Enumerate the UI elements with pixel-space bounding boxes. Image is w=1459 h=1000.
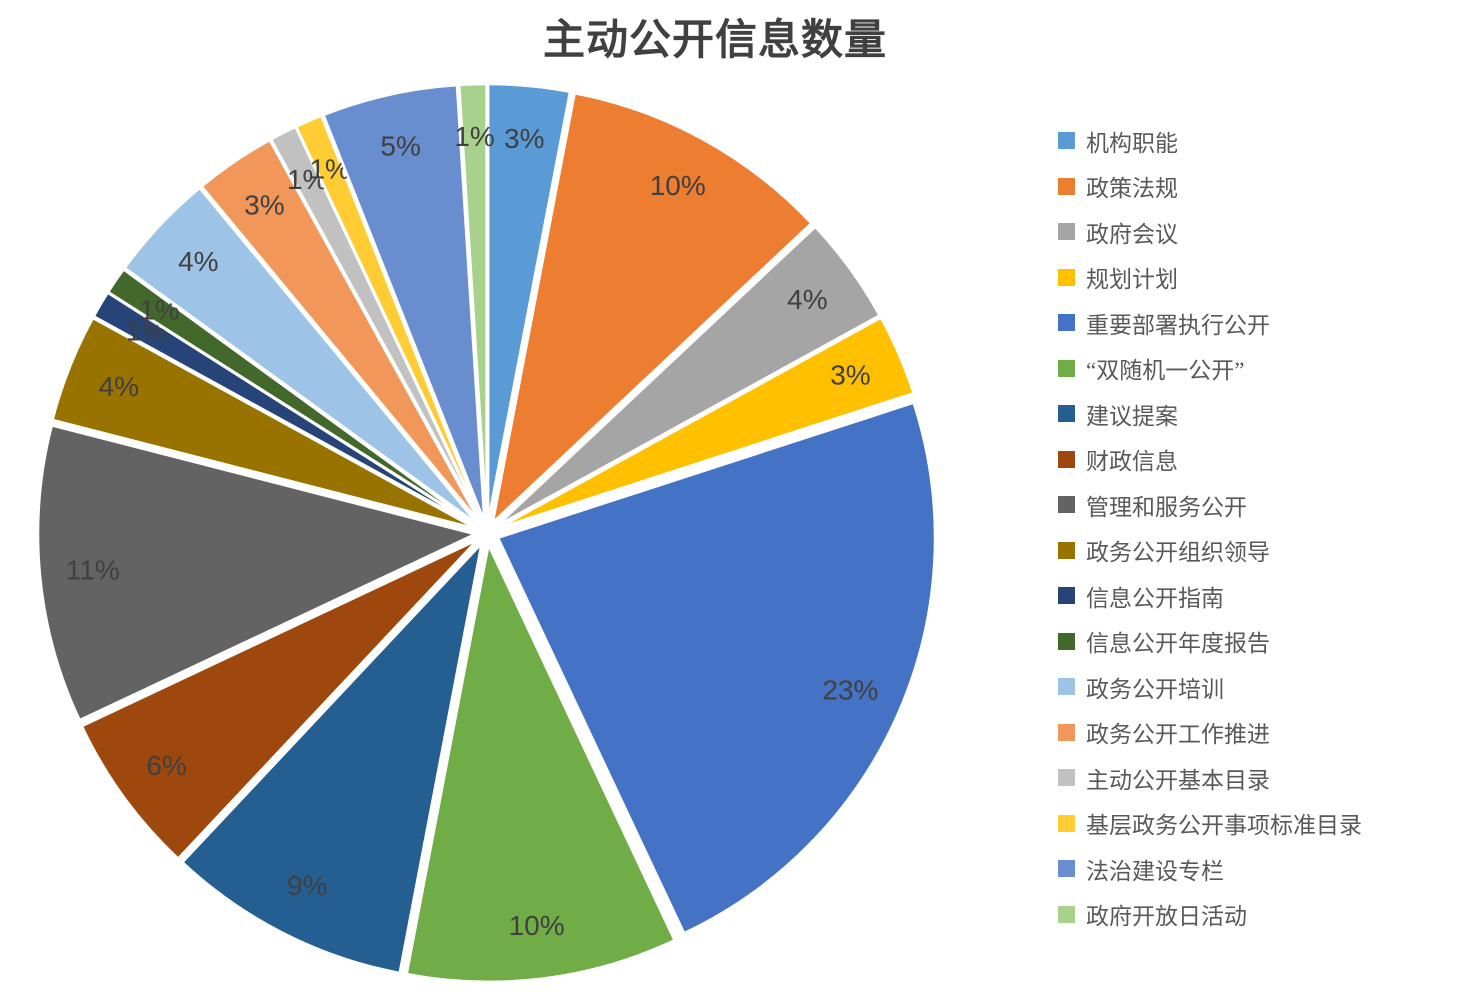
pie-slice <box>496 401 937 935</box>
legend-item: 政务公开培训 <box>1058 664 1362 710</box>
legend-label: 政务公开组织领导 <box>1086 540 1270 566</box>
legend-swatch <box>1058 314 1075 332</box>
legend-item: 建议提案 <box>1058 391 1362 437</box>
slice-value-label: 4% <box>787 284 827 315</box>
pie-slice <box>322 83 486 523</box>
legend-label: 法治建设专栏 <box>1086 858 1224 884</box>
pie-chart: 3%10%4%3%23%10%9%6%11%4%1%1%4%3%1%1%5% 1% <box>36 82 937 984</box>
legend-item: 信息公开指南 <box>1058 573 1362 619</box>
slice-value-label: 10% <box>509 910 565 941</box>
legend-item: 政务公开工作推进 <box>1058 710 1362 756</box>
legend-item: 政府开放日活动 <box>1058 892 1362 938</box>
legend-swatch <box>1058 359 1075 377</box>
slice-value-label: 4% <box>178 246 218 277</box>
legend-label: 政府会议 <box>1086 221 1178 247</box>
slice-value-label: 5% <box>380 131 420 162</box>
slice-value-label: 11% <box>66 554 120 585</box>
legend-item: 管理和服务公开 <box>1058 482 1362 528</box>
pie-slice <box>36 424 477 722</box>
legend-item: 主动公开基本目录 <box>1058 755 1362 801</box>
pie-slice <box>294 114 484 524</box>
slice-value-label: 23% <box>822 674 878 705</box>
legend-swatch <box>1058 769 1075 787</box>
legend: 机构职能政策法规政府会议规划计划重要部署执行公开 “双随机一公开” 建议提案财政信息… <box>1058 118 1362 937</box>
legend-label: 财政信息 <box>1086 449 1178 475</box>
legend-swatch <box>1058 496 1075 514</box>
legend-item: 信息公开年度报告 <box>1058 619 1362 665</box>
slice-value-label: 4% <box>99 371 139 402</box>
legend-item: “双随机一公开” <box>1058 346 1362 392</box>
slice-value-label: 9% <box>287 870 327 901</box>
pie-slice <box>123 186 480 527</box>
legend-label: 信息公开年度报告 <box>1086 631 1270 657</box>
legend-label: 机构职能 <box>1086 130 1178 156</box>
pie-slice <box>486 82 572 523</box>
pie-slice <box>51 316 478 530</box>
legend-label: 重要部署执行公开 <box>1086 312 1270 338</box>
legend-item: 重要部署执行公开 <box>1058 300 1362 346</box>
legend-swatch <box>1058 860 1075 878</box>
legend-item: 基层政务公开事项标准目录 <box>1058 801 1362 847</box>
legend-swatch <box>1058 814 1075 832</box>
pie-slice <box>181 542 483 975</box>
pie-slice <box>200 138 482 525</box>
legend-label: 政策法规 <box>1086 176 1178 202</box>
legend-swatch <box>1058 723 1075 741</box>
legend-label: “双随机一公开” <box>1086 358 1245 384</box>
legend-label: 管理和服务公开 <box>1086 494 1247 520</box>
slice-value-label: 3% <box>244 189 284 220</box>
pie-slice <box>106 268 479 528</box>
slice-value-label: 10% <box>650 170 706 201</box>
pie-slice <box>405 543 676 984</box>
legend-swatch <box>1058 223 1075 241</box>
slice-value-label: 6% <box>146 750 186 781</box>
legend-swatch <box>1058 905 1075 923</box>
legend-swatch <box>1058 132 1075 150</box>
legend-swatch <box>1058 450 1075 468</box>
legend-item: 规划计划 <box>1058 255 1362 301</box>
pie-slice <box>496 316 915 530</box>
legend-label: 主动公开基本目录 <box>1086 767 1270 793</box>
legend-swatch <box>1058 632 1075 650</box>
legend-label: 政务公开工作推进 <box>1086 722 1270 748</box>
legend-swatch <box>1058 541 1075 559</box>
legend-label: 政务公开培训 <box>1086 676 1224 702</box>
legend-label: 建议提案 <box>1086 403 1178 429</box>
legend-item: 财政信息 <box>1058 437 1362 483</box>
pie-slice <box>495 225 881 528</box>
legend-item: 法治建设专栏 <box>1058 846 1362 892</box>
pie-slice <box>80 538 479 860</box>
legend-swatch <box>1058 678 1075 696</box>
pie-slice <box>457 82 488 523</box>
pie-slice <box>491 91 813 524</box>
legend-swatch <box>1058 587 1075 605</box>
chart-title: 主动公开信息数量 <box>542 18 887 64</box>
legend-label: 基层政务公开事项标准目录 <box>1086 813 1362 839</box>
legend-item: 机构职能 <box>1058 118 1362 164</box>
legend-label: 规划计划 <box>1086 267 1178 293</box>
legend-item: 政府会议 <box>1058 209 1362 255</box>
legend-item: 政策法规 <box>1058 164 1362 210</box>
legend-label: 政府开放日活动 <box>1086 904 1247 930</box>
legend-item: 政务公开组织领导 <box>1058 528 1362 574</box>
slice-value-label: 3% <box>830 360 870 391</box>
legend-swatch <box>1058 405 1075 423</box>
legend-swatch <box>1058 268 1075 286</box>
legend-label: 信息公开指南 <box>1086 585 1224 611</box>
legend-swatch <box>1058 177 1075 195</box>
slice-value-label: 3% <box>504 123 544 154</box>
slice-value-label: 1% <box>454 121 494 152</box>
